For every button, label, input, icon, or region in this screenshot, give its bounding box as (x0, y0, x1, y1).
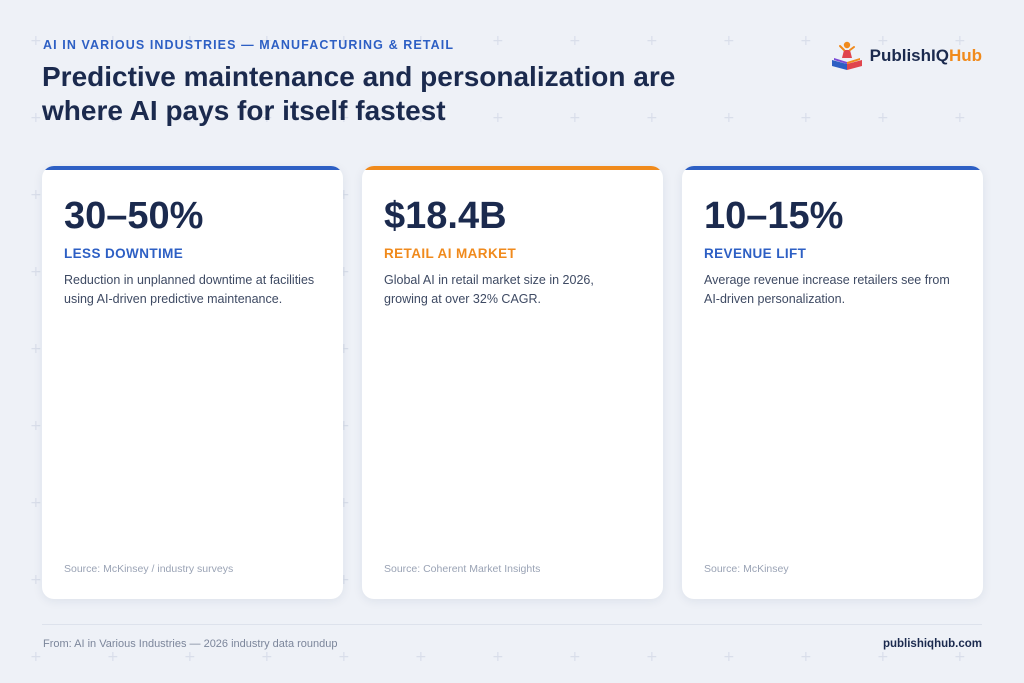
background-plus-mark: + (646, 649, 658, 665)
stat-description: Global AI in retail market size in 2026,… (384, 273, 594, 306)
stat-description: Reduction in unplanned downtime at facil… (64, 273, 315, 306)
book-with-figure-logo-icon (831, 41, 862, 70)
background-plus-mark: + (954, 110, 966, 126)
stat-value: 30–50% (64, 195, 204, 237)
background-plus-mark: + (107, 649, 119, 665)
background-plus-mark: + (646, 33, 658, 49)
background-plus-mark: + (954, 649, 966, 665)
brand-name-accent: Hub (948, 46, 982, 65)
background-plus-mark: + (492, 33, 504, 49)
stat-value: $18.4B (384, 195, 507, 237)
background-plus-mark: + (800, 649, 812, 665)
background-plus-mark: + (338, 649, 350, 665)
background-plus-mark: + (184, 649, 196, 665)
footer-attribution: From: AI in Various Industries — 2026 in… (43, 638, 338, 650)
background-plus-mark: + (569, 649, 581, 665)
eyebrow-label: AI IN VARIOUS INDUSTRIES — MANUFACTURING… (43, 38, 455, 52)
background-plus-mark: + (30, 341, 42, 357)
stat-value: 10–15% (704, 195, 844, 237)
background-plus-mark: + (30, 264, 42, 280)
background-plus-mark: + (30, 495, 42, 511)
footer-website-link[interactable]: publishiqhub.com (882, 638, 982, 650)
background-plus-mark: + (30, 572, 42, 588)
background-plus-mark: + (261, 649, 273, 665)
brand-logo[interactable]: PublishIQHub (830, 40, 982, 72)
background-plus-mark: + (877, 110, 889, 126)
background-plus-mark: + (800, 33, 812, 49)
background-plus-mark: + (30, 110, 42, 126)
background-plus-mark: + (569, 33, 581, 49)
background-plus-mark: + (723, 649, 735, 665)
background-plus-mark: + (30, 649, 42, 665)
background-plus-mark: + (877, 649, 889, 665)
background-plus-mark: + (800, 110, 812, 126)
footer-divider (42, 624, 982, 625)
background-plus-mark: + (492, 649, 504, 665)
stat-source: Source: McKinsey / industry surveys (64, 563, 234, 575)
stat-card-revenue-lift: 10–15% REVENUE LIFT Average revenue incr… (682, 166, 983, 599)
stat-label: LESS DOWNTIME (64, 246, 184, 261)
background-plus-mark: + (415, 649, 427, 665)
background-plus-mark: + (723, 33, 735, 49)
stat-label: RETAIL AI MARKET (384, 246, 517, 261)
background-plus-mark: + (30, 418, 42, 434)
stat-cards: 30–50% LESS DOWNTIME Reduction in unplan… (42, 166, 983, 599)
background-plus-mark: + (723, 110, 735, 126)
brand-name: PublishIQHub (870, 46, 982, 66)
stat-card-retail-market: $18.4B RETAIL AI MARKET Global AI in ret… (362, 166, 663, 599)
background-plus-mark: + (30, 187, 42, 203)
background-plus-mark: + (30, 33, 42, 49)
stat-description: Average revenue increase retailers see f… (704, 273, 950, 306)
stat-source: Source: Coherent Market Insights (384, 563, 541, 575)
page-headline: Predictive maintenance and personalizati… (42, 61, 676, 126)
stat-card-downtime: 30–50% LESS DOWNTIME Reduction in unplan… (42, 166, 343, 599)
brand-name-main: PublishIQ (869, 46, 949, 65)
stat-label: REVENUE LIFT (704, 246, 807, 261)
stat-source: Source: McKinsey (704, 563, 789, 575)
